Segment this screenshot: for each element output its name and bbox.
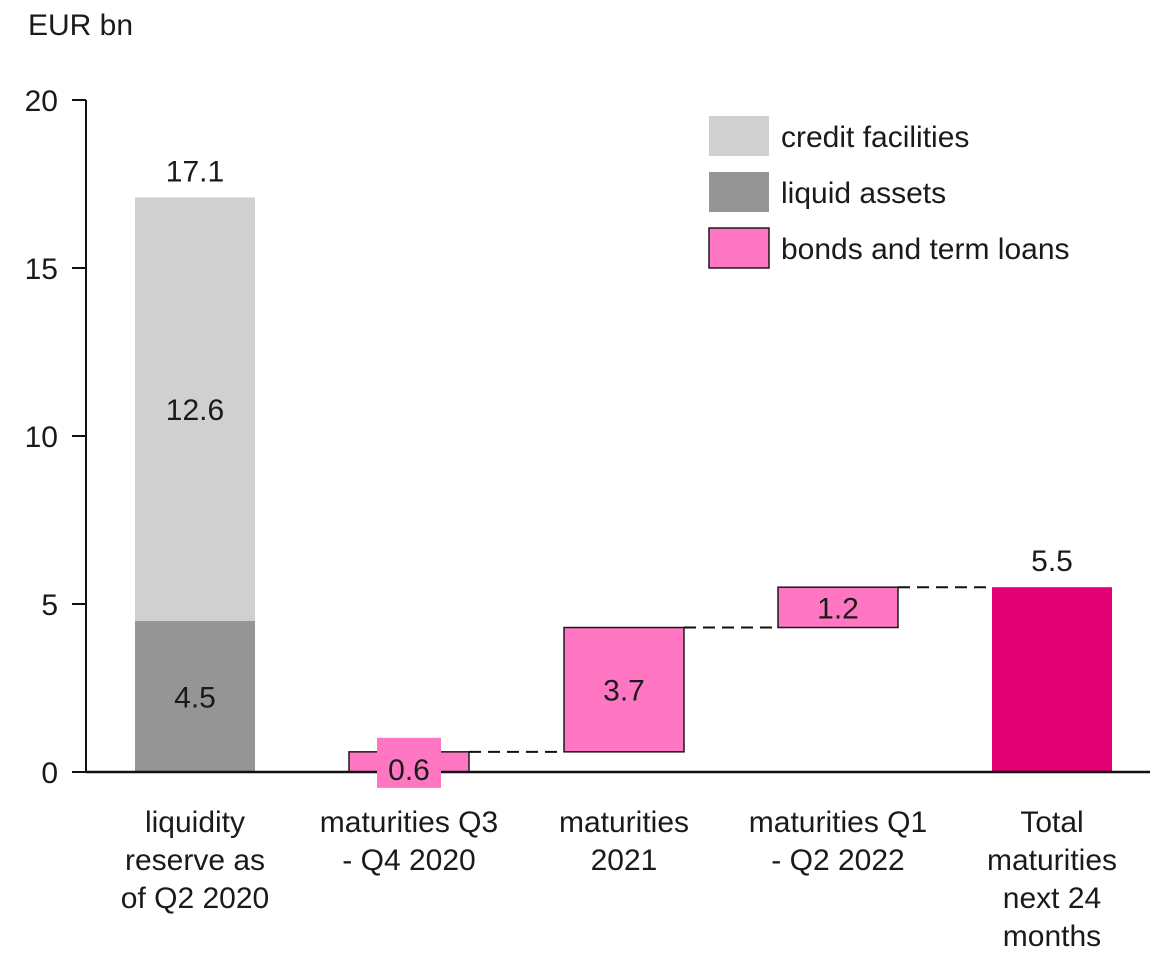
x-category-label: Total: [1020, 806, 1083, 839]
x-category-label: maturities: [987, 844, 1117, 877]
x-category-label: months: [1003, 920, 1101, 953]
bar-segment: [777, 586, 899, 629]
bar-segment: [135, 197, 255, 621]
legend-swatch: [709, 116, 769, 156]
y-axis: 0 5 10 15 20: [25, 85, 87, 790]
x-category-label: - Q4 2020: [342, 844, 475, 877]
legend-label: credit facilities: [781, 121, 969, 154]
x-category-label: reserve as: [125, 844, 265, 877]
x-axis: liquidity reserve as of Q2 2020 maturities …: [86, 770, 1150, 953]
x-category-label: maturities Q1: [749, 806, 927, 839]
x-category-label: - Q2 2022: [771, 844, 904, 877]
data-labels: 4.5 12.6 17.1 0.6 3.7 1.2 5.5: [166, 155, 1073, 788]
data-label: 3.7: [603, 675, 645, 708]
legend: credit facilities liquid assets bonds and …: [708, 116, 1070, 269]
x-category-label: maturities Q3: [320, 806, 498, 839]
unit-label: EUR bn: [28, 9, 133, 42]
bar-segment: [135, 620, 255, 772]
bar-segment: [563, 626, 685, 753]
x-category-label: liquidity: [145, 806, 245, 839]
data-label: 0.6: [388, 754, 430, 787]
x-category-label: next 24: [1003, 882, 1101, 915]
x-category-label: 2021: [591, 844, 658, 877]
data-label: 12.6: [166, 394, 224, 427]
bar-segment: [992, 587, 1112, 772]
connector-lines: [469, 586, 992, 753]
total-label: 17.1: [166, 155, 224, 188]
legend-label: bonds and term loans: [781, 233, 1070, 266]
y-tick-label: 20: [25, 85, 58, 118]
data-label: 4.5: [174, 681, 216, 714]
x-category-label: maturities: [559, 806, 689, 839]
legend-swatch: [709, 172, 769, 212]
data-label: 1.2: [817, 592, 859, 625]
y-tick-label: 0: [41, 757, 58, 790]
legend-swatch: [708, 227, 770, 269]
total-label: 5.5: [1031, 545, 1073, 578]
legend-label: liquid assets: [781, 177, 946, 210]
x-category-label: of Q2 2020: [121, 882, 269, 915]
y-tick-label: 5: [41, 589, 58, 622]
data-label-badge: [377, 737, 441, 788]
y-tick-label: 10: [25, 421, 58, 454]
y-tick-label: 15: [25, 253, 58, 286]
